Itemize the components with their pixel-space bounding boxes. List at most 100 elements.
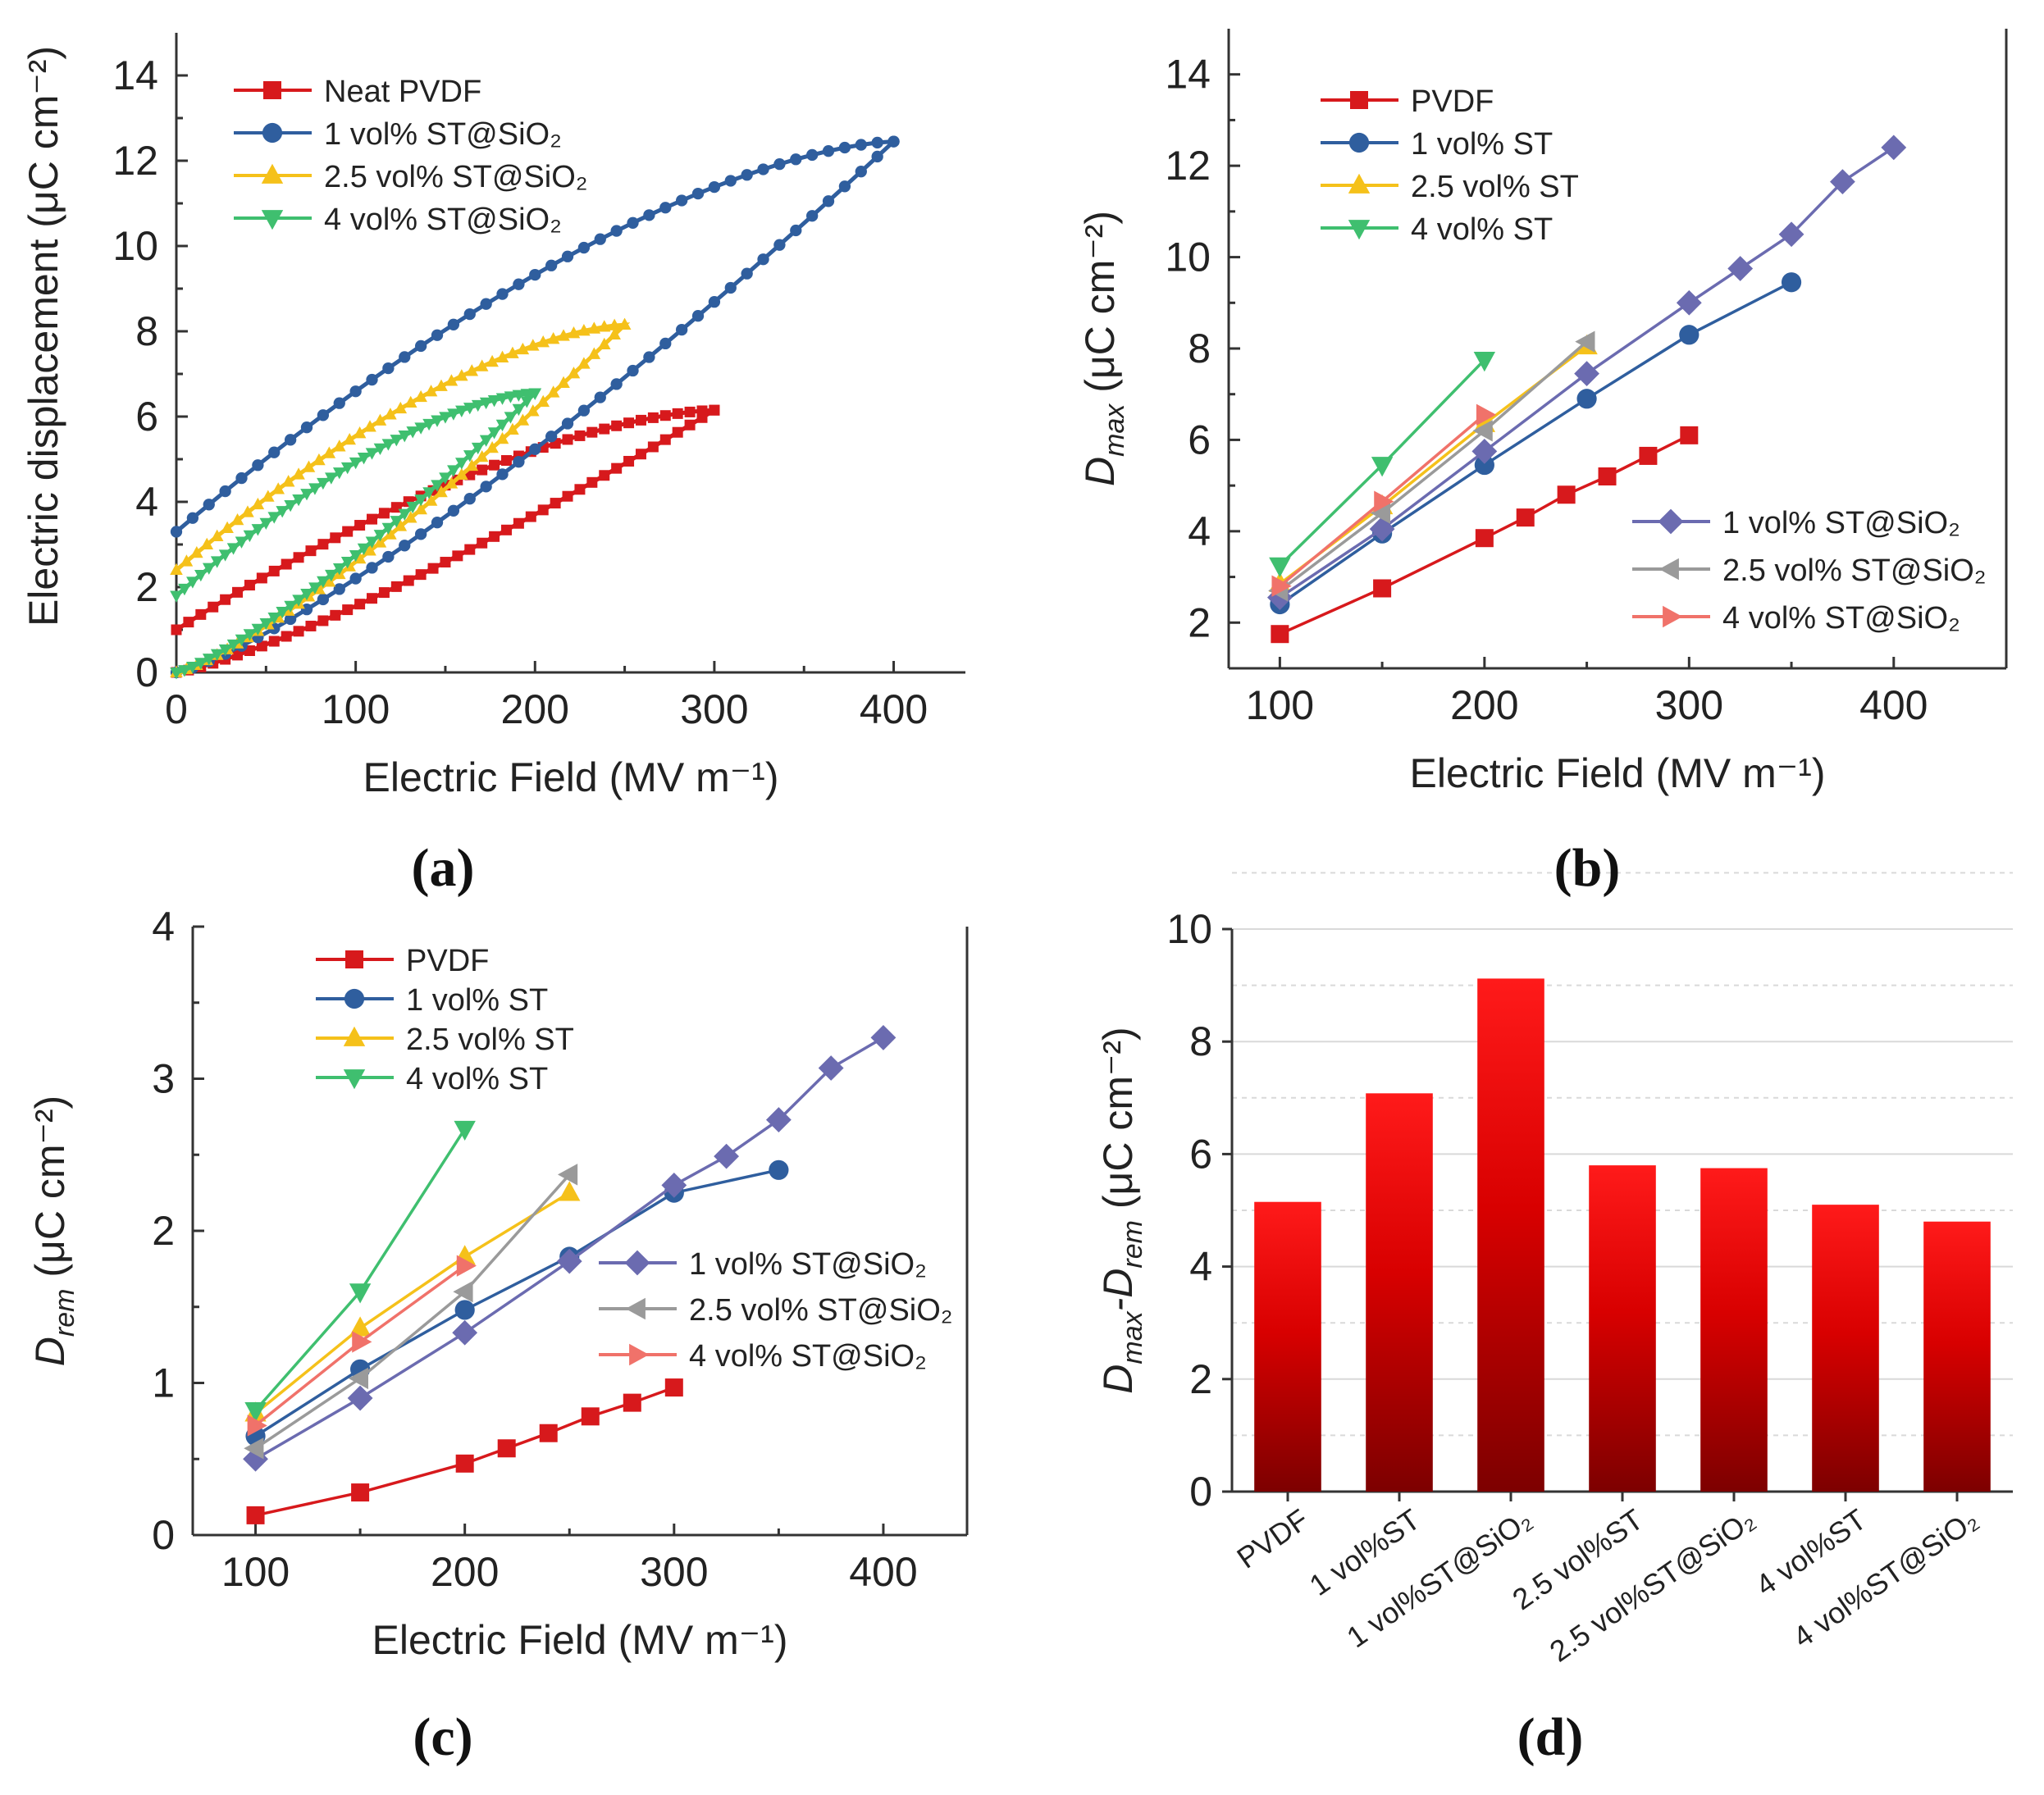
a-data-point	[281, 631, 292, 642]
c-series-pvdf	[246, 1378, 683, 1524]
c-y-axis-title: Drem (μC cm⁻²)	[27, 1096, 80, 1366]
a-data-point	[178, 665, 191, 677]
b-legend-marker-1-vol-st-sio	[1658, 508, 1684, 535]
a-data-point	[414, 390, 427, 403]
a-data-point	[684, 419, 696, 431]
a-data-point	[220, 594, 231, 605]
a-data-point	[516, 413, 530, 426]
c-legend-marker-2-5-vol-st-sio	[625, 1297, 646, 1320]
b-series-1-vol-st	[1270, 272, 1802, 615]
c-legend-marker-1-vol-st-sio	[624, 1250, 650, 1276]
a-data-point	[381, 439, 395, 451]
a-data-point	[435, 485, 448, 498]
a-data-point	[390, 516, 404, 528]
a-data-point	[300, 603, 313, 616]
a-data-point	[284, 434, 297, 446]
a-data-point	[363, 544, 376, 556]
a-data-point	[406, 501, 420, 514]
a-data-point	[210, 529, 224, 541]
a-data-point	[855, 139, 867, 151]
a-data-point	[577, 324, 591, 336]
c-legend: PVDF 1 vol% ST 2.5 vol% ST 4 vol% ST 1 vol% …	[316, 944, 953, 1374]
b-y-tick-label: 8	[1188, 326, 1211, 371]
a-y-tick-label: 10	[112, 223, 158, 269]
d-y-title-symbol: D	[1095, 1364, 1141, 1394]
b-y-tick-label: 6	[1188, 417, 1211, 462]
a-data-point	[394, 519, 408, 531]
a-data-point	[342, 526, 354, 537]
a-data-point	[526, 404, 540, 417]
a-data-point	[349, 572, 362, 585]
a-data-point	[365, 448, 379, 460]
c-data-point	[455, 1454, 474, 1473]
b-x-tick-label: 200	[1450, 682, 1518, 728]
a-data-point	[506, 422, 519, 435]
a-data-point	[672, 426, 683, 438]
a-data-point	[512, 403, 526, 417]
a-data-point	[414, 528, 427, 540]
a-data-point	[292, 595, 305, 607]
a-data-point	[513, 517, 524, 529]
a-data-point	[757, 163, 769, 175]
b-data-point	[1271, 625, 1289, 644]
a-data-point	[317, 615, 329, 626]
d-y-axis-title: Dmax-Drem (μC cm⁻²)	[1095, 1027, 1148, 1393]
a-data-point	[599, 470, 610, 481]
a-data-point	[475, 359, 489, 371]
panel-label-a: (a)	[412, 838, 475, 898]
a-data-point	[577, 357, 591, 369]
a-data-point	[398, 431, 412, 443]
d-y-tick-label: 0	[1189, 1469, 1212, 1515]
c-x-tick-label: 100	[221, 1549, 290, 1595]
d-y-tick-label: 4	[1189, 1244, 1212, 1290]
a-data-point	[439, 472, 452, 485]
a-data-point	[404, 395, 417, 408]
c-series-4-vol-st	[244, 1120, 476, 1423]
a-data-point	[357, 453, 371, 465]
a-data-point	[382, 362, 395, 375]
a-data-point	[178, 583, 191, 596]
a-data-point	[367, 513, 378, 525]
a-data-point	[516, 342, 530, 355]
a-data-point	[235, 634, 249, 647]
a-data-point	[281, 475, 295, 487]
a-data-point	[506, 346, 519, 358]
a-data-point	[561, 250, 574, 262]
a-data-point	[232, 586, 244, 598]
c-y-tick-label: 2	[152, 1208, 175, 1254]
a-data-point	[244, 580, 255, 591]
a-data-point	[399, 351, 411, 363]
b-legend-marker-2-5-vol-st	[1348, 173, 1371, 194]
c-data-point	[769, 1159, 789, 1180]
a-data-point	[363, 420, 376, 432]
c-data-point	[557, 1164, 578, 1186]
d-y-title-subscript: max	[1117, 1310, 1148, 1364]
a-data-point	[317, 593, 330, 606]
c-data-point	[623, 1393, 641, 1412]
a-data-point	[422, 418, 436, 431]
a-data-point	[357, 543, 371, 556]
a-data-point	[455, 467, 468, 480]
a-data-point	[292, 494, 305, 507]
a-data-point	[292, 467, 305, 480]
a-data-point	[340, 462, 354, 475]
b-legend-label-4-vol-st-sio: 4 vol% ST@SiO₂	[1722, 601, 1960, 636]
b-y-title-subscript: max	[1099, 403, 1130, 457]
panel-c-drem-vs-field: 0 1 2 3 4 100 200 300 400 Electric Field (MV m⁻¹)…	[27, 904, 969, 1663]
c-data-point	[244, 1437, 264, 1460]
a-data-point	[267, 512, 281, 524]
d-bar-2-5-vol-st	[1589, 1165, 1656, 1492]
b-data-point	[1680, 426, 1699, 444]
a-data-point	[455, 458, 468, 470]
c-data-point	[559, 1181, 581, 1201]
a-y-tick-label: 4	[135, 479, 158, 525]
a-data-point	[495, 431, 509, 444]
d-y-title-unit: (μC cm⁻²)	[1095, 1027, 1141, 1220]
a-data-point	[293, 552, 304, 563]
a-data-point	[281, 558, 292, 570]
a-data-point	[500, 455, 512, 467]
c-series-1-vol-st-sio	[243, 1025, 897, 1472]
d-y-tick-label: 2	[1189, 1356, 1212, 1402]
a-data-point	[489, 531, 500, 542]
b-series-4-vol-st	[1269, 352, 1496, 577]
